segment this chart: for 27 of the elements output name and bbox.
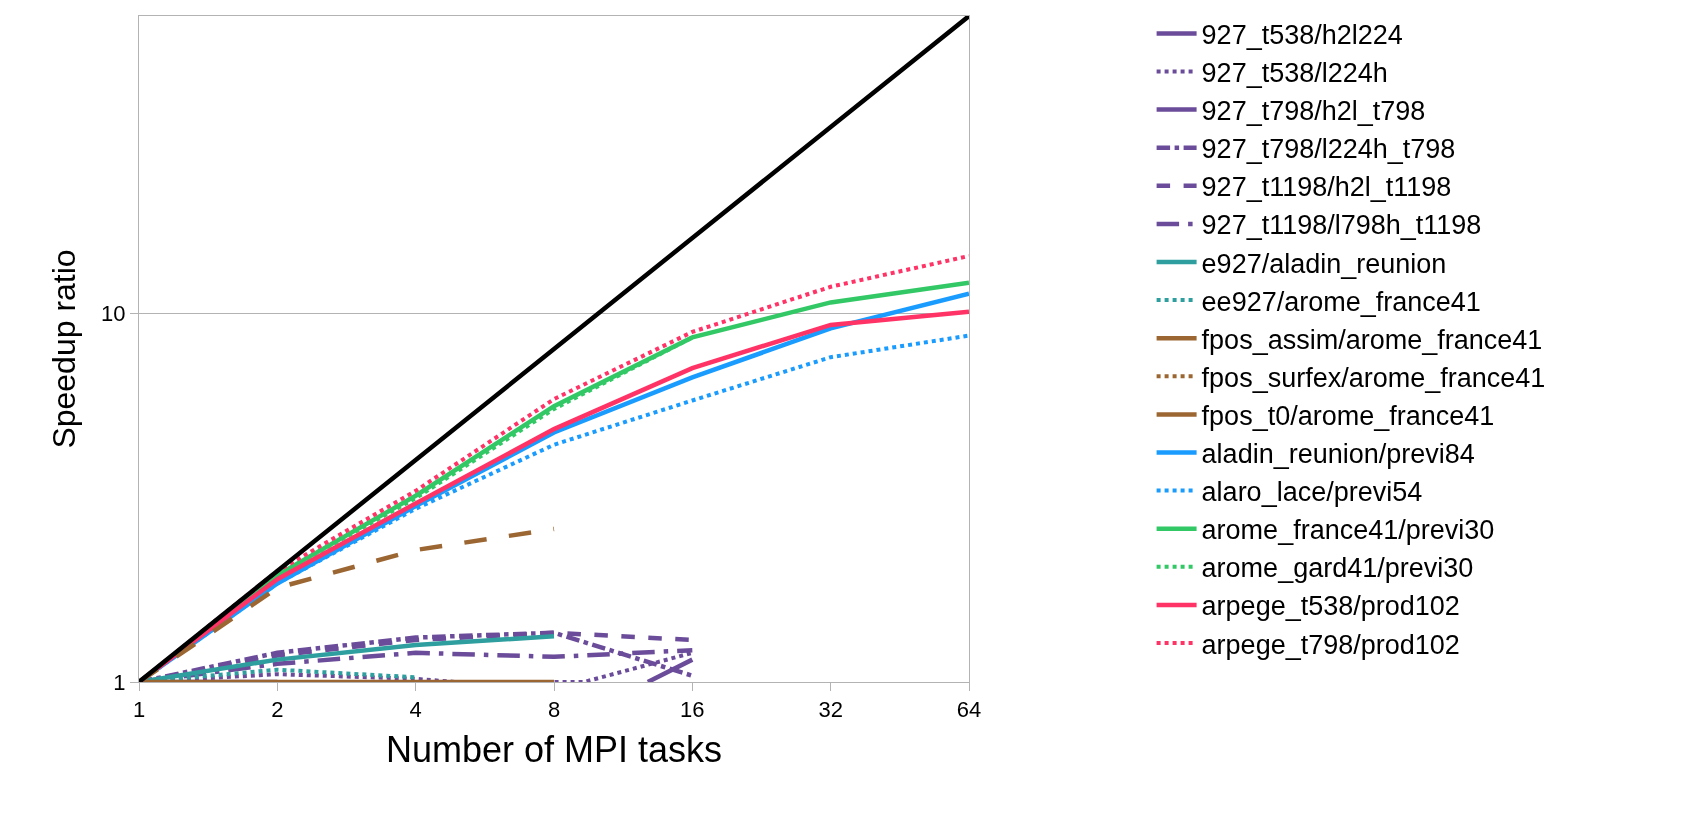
- legend-label: fpos_surfex/arome_france41: [1201, 362, 1546, 393]
- legend-label: fpos_t0/arome_france41: [1201, 400, 1495, 431]
- x-tick-label: 4: [409, 697, 422, 723]
- legend-label: fpos_assim/arome_france41: [1201, 324, 1543, 355]
- legend-label: arome_gard41/previ30: [1201, 553, 1474, 584]
- legend-label: 927_t798/h2l_t798: [1201, 96, 1426, 127]
- x-tick-label: 1: [132, 697, 146, 723]
- legend-label: 927_t798/l224h_t798: [1201, 134, 1456, 165]
- legend-label: 927_t538/h2l224: [1201, 19, 1403, 50]
- x-tick-label: 32: [818, 697, 843, 723]
- x-tick-label: 16: [680, 697, 705, 723]
- legend-label: aladin_reunion/previ84: [1201, 439, 1475, 470]
- legend-label: ee927/arome_france41: [1201, 286, 1481, 317]
- legend-label: alaro_lace/previ54: [1201, 477, 1423, 508]
- legend-label: 927_t1198/h2l_t1198: [1201, 172, 1452, 203]
- legend-label: 927_t538/l224h: [1201, 58, 1388, 89]
- legend-label: arpege_t798/prod102: [1201, 629, 1460, 660]
- x-tick-label: 64: [956, 697, 982, 723]
- x-tick-label: 2: [271, 697, 284, 723]
- legend-label: arome_france41/previ30: [1201, 515, 1495, 546]
- legend-label: e927/aladin_reunion: [1201, 248, 1447, 279]
- y-axis-title: Speedup ratio: [46, 249, 83, 449]
- y-tick-label: 10: [101, 300, 126, 326]
- legend-label: 927_t1198/l798h_t1198: [1201, 210, 1482, 241]
- x-axis-title: Number of MPI tasks: [385, 729, 723, 771]
- legend-label: arpege_t538/prod102: [1201, 591, 1460, 622]
- x-tick-label: 8: [547, 697, 561, 723]
